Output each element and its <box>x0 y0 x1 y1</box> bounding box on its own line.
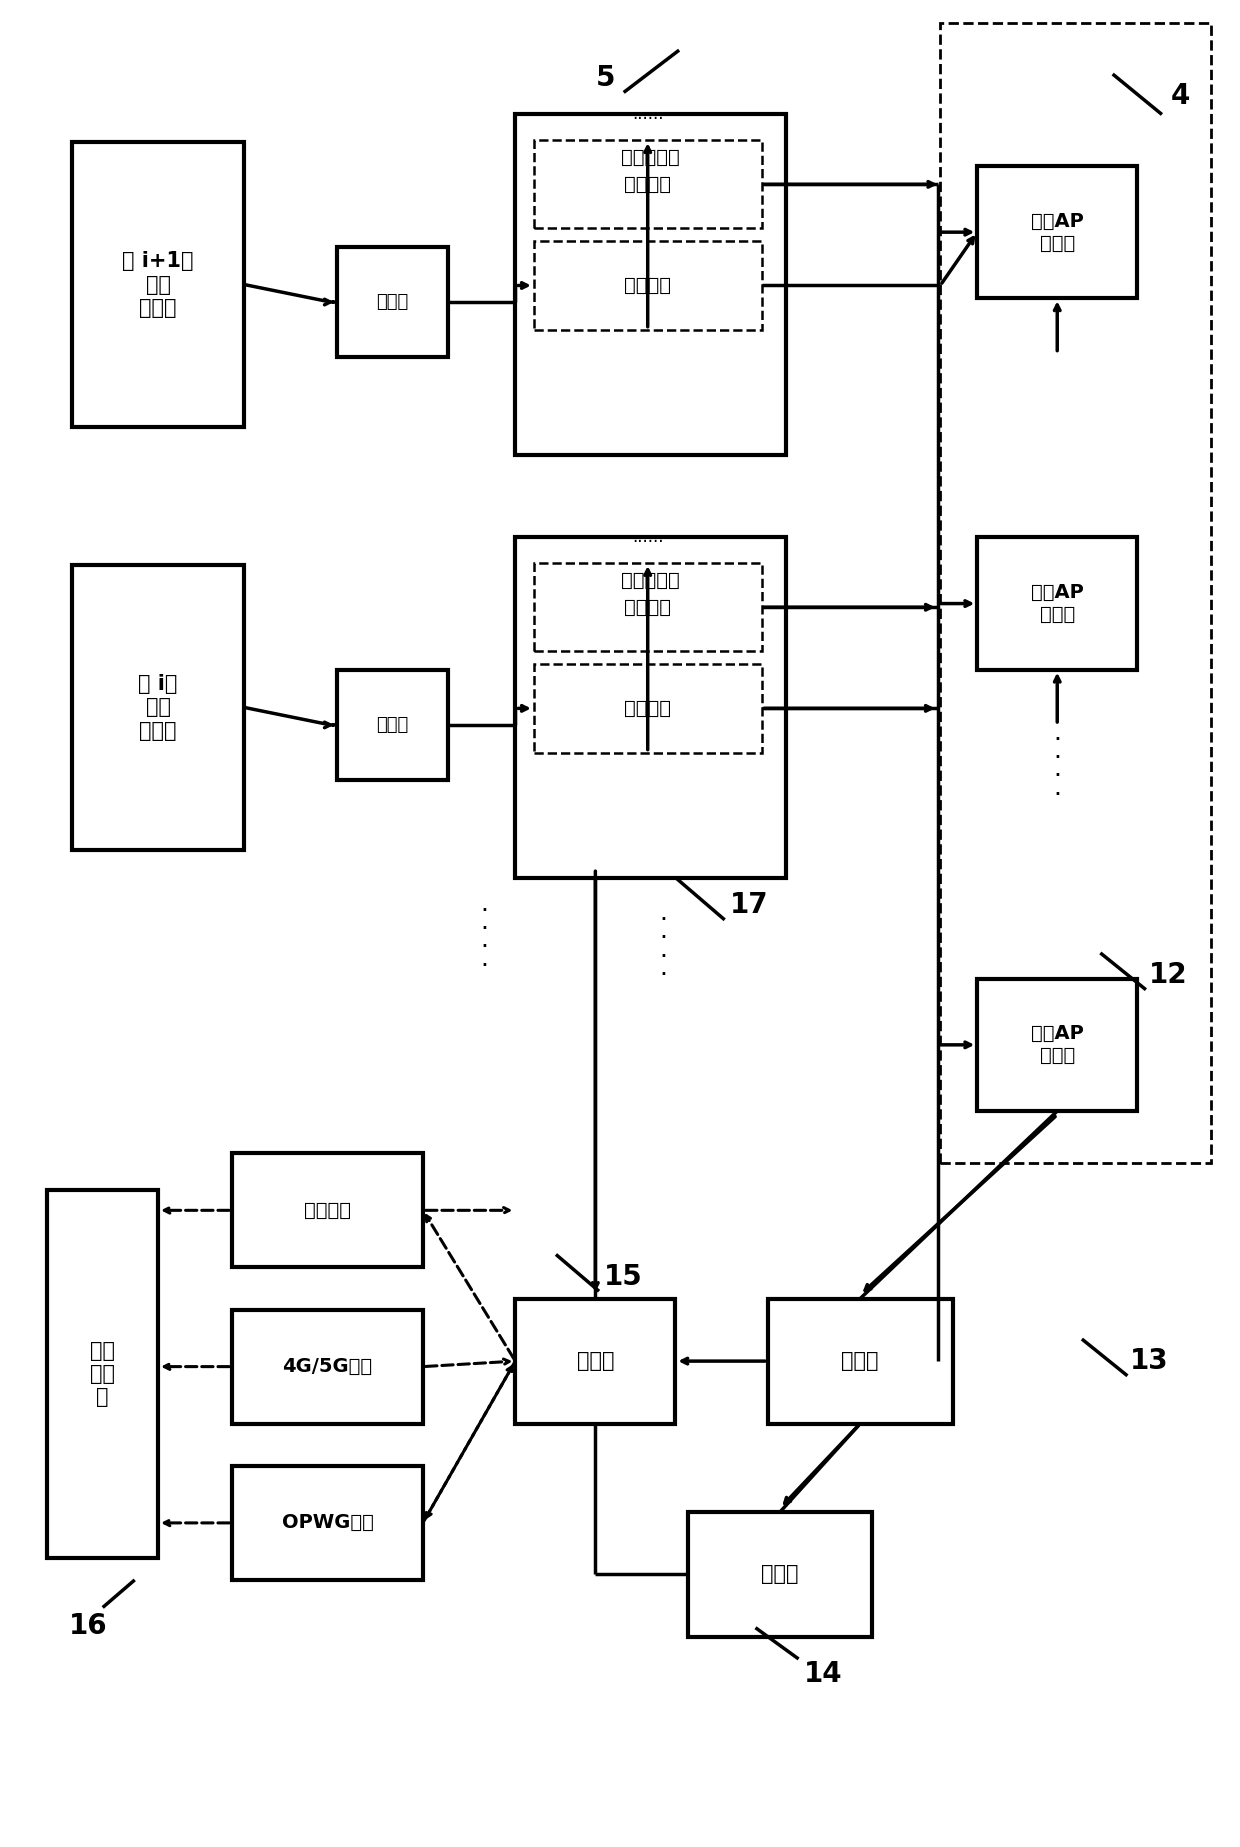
Bar <box>337 670 448 779</box>
Bar <box>533 563 761 652</box>
Bar <box>72 565 244 850</box>
Text: 采集单元: 采集单元 <box>624 698 671 718</box>
Text: 4G/5G网络: 4G/5G网络 <box>283 1358 372 1376</box>
Bar <box>688 1513 873 1636</box>
Text: 数据采集笱: 数据采集笱 <box>621 148 681 166</box>
Text: 路由器: 路由器 <box>577 1352 614 1370</box>
Text: 无线AP
发射端: 无线AP 发射端 <box>1030 584 1084 624</box>
Bar <box>232 1310 423 1424</box>
Bar <box>232 1467 423 1579</box>
Bar <box>72 142 244 427</box>
Text: 15: 15 <box>604 1263 644 1291</box>
Text: OPWG光缆: OPWG光缆 <box>281 1513 373 1533</box>
Text: 4: 4 <box>1171 81 1190 111</box>
Bar <box>516 1298 676 1424</box>
Text: 第 i+1层
气象
传感器: 第 i+1层 气象 传感器 <box>123 251 193 318</box>
Text: 交换机: 交换机 <box>842 1352 879 1370</box>
Text: 13: 13 <box>1131 1346 1169 1376</box>
Bar <box>516 115 786 454</box>
Text: 14: 14 <box>804 1660 842 1688</box>
Text: ......: ...... <box>632 105 665 124</box>
Text: 采集单元: 采集单元 <box>624 275 671 296</box>
Text: 数据采集笱: 数据采集笱 <box>621 571 681 589</box>
Bar <box>940 22 1211 1162</box>
Bar <box>533 242 761 329</box>
Text: 无线AP
发射端: 无线AP 发射端 <box>1030 212 1084 253</box>
Text: 17: 17 <box>730 890 769 920</box>
Text: ......: ...... <box>632 528 665 547</box>
Text: ·
·
·
·: · · · · <box>1053 728 1061 807</box>
Bar <box>232 1153 423 1267</box>
Text: 16: 16 <box>68 1612 107 1640</box>
Bar <box>977 979 1137 1112</box>
Text: 5: 5 <box>595 63 615 92</box>
Bar <box>47 1189 159 1557</box>
Text: 12: 12 <box>1148 960 1188 988</box>
Bar <box>337 247 448 356</box>
Bar <box>977 537 1137 670</box>
Text: 通讯单元: 通讯单元 <box>624 598 671 617</box>
Text: 分线盒: 分线盒 <box>376 717 408 733</box>
Bar <box>533 140 761 229</box>
Text: 远端
服务
器: 远端 服务 器 <box>91 1341 115 1407</box>
Text: 无线AP
接收端: 无线AP 接收端 <box>1030 1025 1084 1066</box>
Bar <box>977 166 1137 299</box>
Text: 分线盒: 分线盒 <box>376 294 408 310</box>
Text: 通讯单元: 通讯单元 <box>624 175 671 194</box>
Bar <box>768 1298 952 1424</box>
Bar <box>533 665 761 752</box>
Bar <box>516 537 786 877</box>
Text: 第 i层
气象
传感器: 第 i层 气象 传感器 <box>139 674 177 741</box>
Text: 工控机: 工控机 <box>761 1564 799 1585</box>
Text: ·
·
·
·: · · · · <box>481 899 489 977</box>
Text: 卫星通讯: 卫星通讯 <box>304 1201 351 1219</box>
Text: ·
·
·
·: · · · · <box>660 909 667 986</box>
